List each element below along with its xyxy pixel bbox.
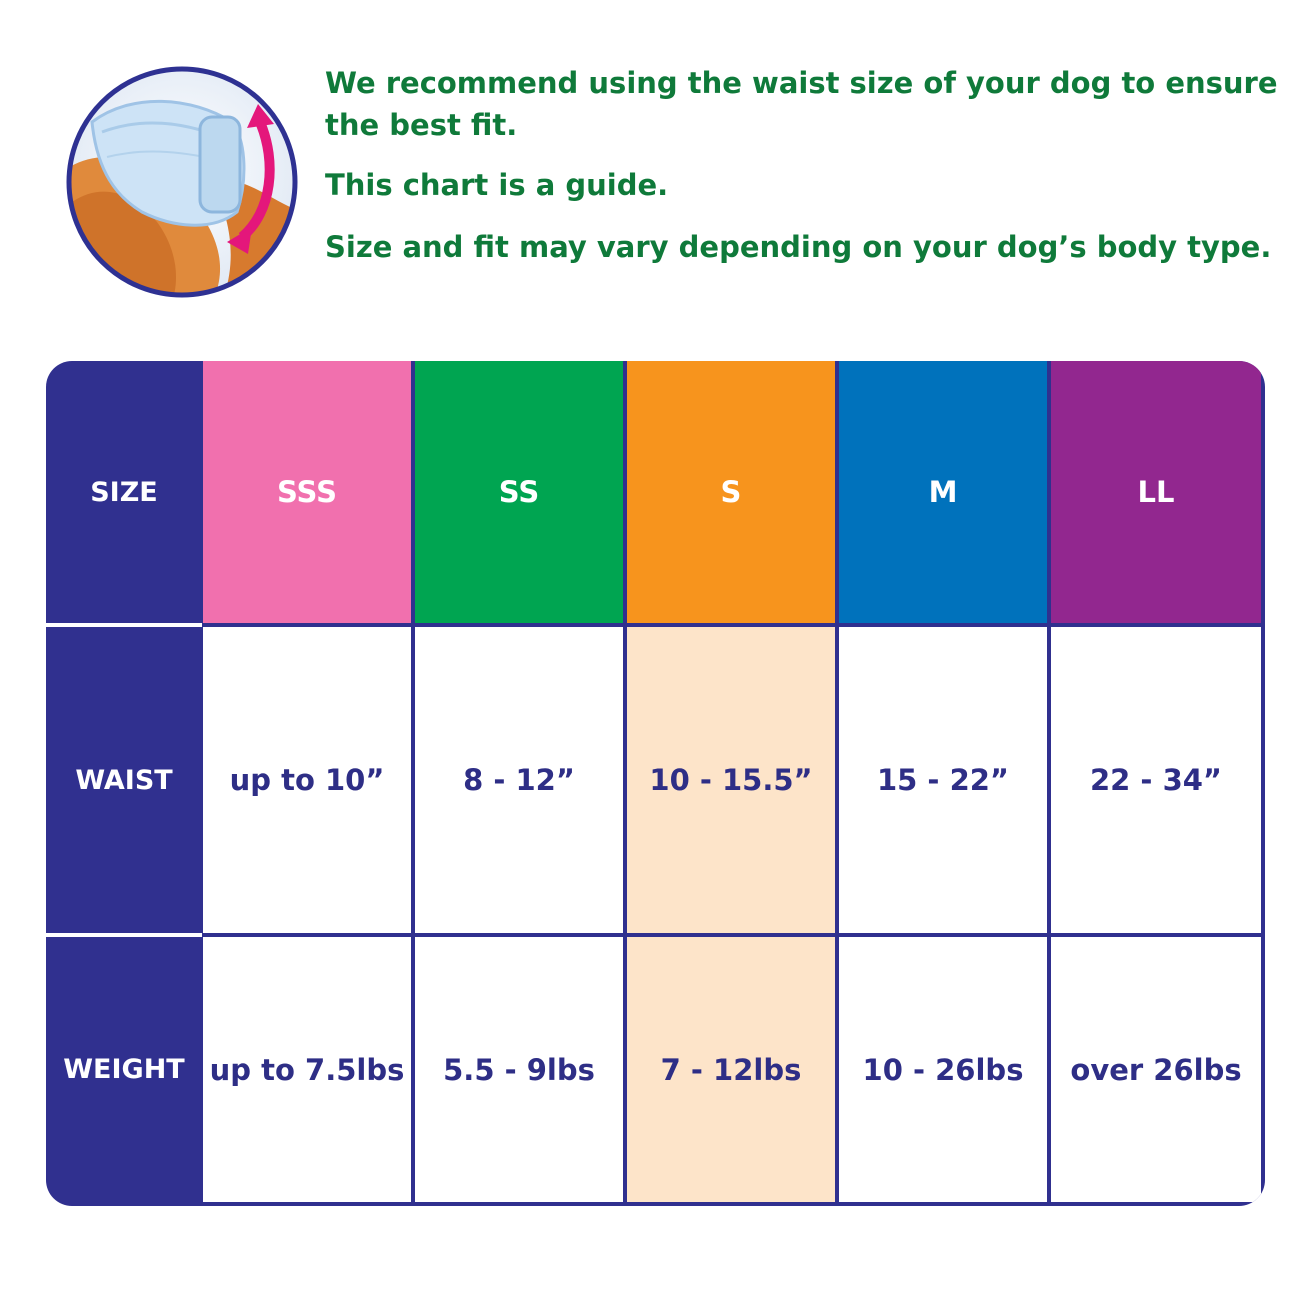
fit-recommendation-text: We recommend using the waist size of you… [325,66,1278,142]
waist-cell-ll: 22 - 34” [1051,627,1261,933]
size-header-m: M [839,361,1047,623]
size-header-s: S [627,361,835,623]
weight-row-label: WEIGHT [63,1054,185,1085]
intro-text: We recommend using the waist size of you… [325,62,1285,268]
size-row-label: SIZE [90,476,158,508]
waist-cell-s: 10 - 15.5” [627,627,835,933]
weight-cell-ll: over 26lbs [1051,937,1261,1202]
waist-cell-sss: up to 10” [203,627,411,933]
size-chart-table: SIZE WAIST WEIGHT SSS SS S M LL up to 10… [46,361,1265,1206]
dog-diaper-waist-illustration [66,66,298,298]
weight-cell-ss: 5.5 - 9lbs [415,937,623,1202]
fit-variance-note-text: Size and fit may vary depending on your … [325,230,1272,264]
waist-cell-m: 15 - 22” [839,627,1047,933]
size-header-ll: LL [1051,361,1261,623]
size-header-ss: SS [415,361,623,623]
guide-note-text: This chart is a guide. [325,168,669,202]
weight-cell-m: 10 - 26lbs [839,937,1047,1202]
row-divider [46,623,202,627]
size-header-sss: SSS [203,361,411,623]
waist-cell-ss: 8 - 12” [415,627,623,933]
weight-cell-sss: up to 7.5lbs [203,937,411,1202]
row-divider [46,933,202,937]
waist-row-label: WAIST [75,764,173,796]
weight-cell-s: 7 - 12lbs [627,937,835,1202]
